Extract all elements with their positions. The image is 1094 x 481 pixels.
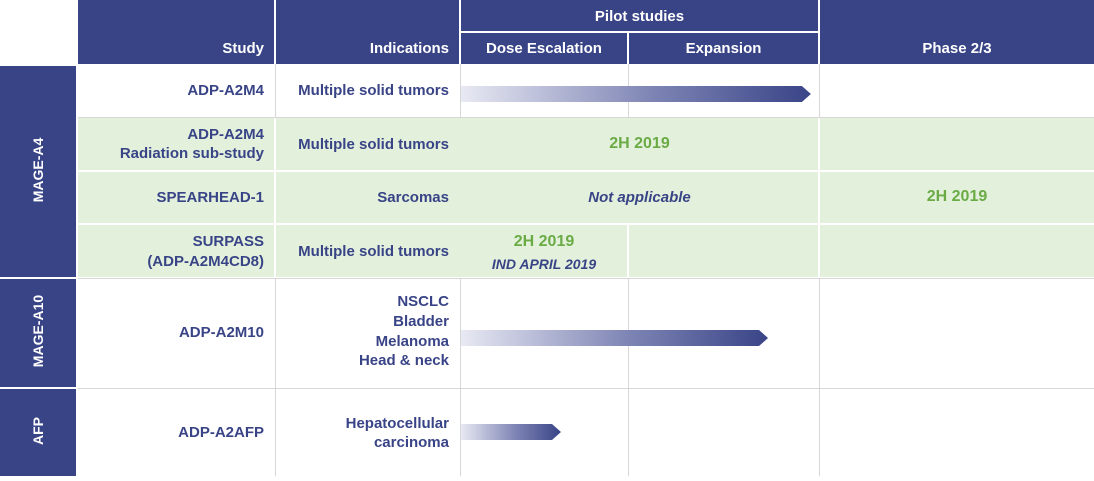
study-name: SPEARHEAD-1	[156, 189, 264, 206]
indication: Hepatocellular	[345, 415, 449, 432]
progress-arrow	[461, 86, 811, 102]
grid-line	[628, 279, 629, 476]
progress-arrow	[461, 424, 561, 440]
group-label-mage-a4: MAGE-A4	[30, 137, 46, 203]
header-phase-2-3: Phase 2/3	[922, 40, 992, 57]
indication: Melanoma	[375, 333, 449, 350]
pilot-status: Not applicable	[588, 189, 691, 206]
grid-line	[275, 64, 276, 118]
indication: Multiple solid tumors	[298, 136, 449, 153]
group-label-mage-a10: MAGE-A10	[30, 294, 46, 368]
grid-line	[819, 279, 820, 476]
row-divider	[627, 225, 629, 277]
group-mage-a10: MAGE-A10	[0, 279, 76, 387]
header-study: Study	[222, 40, 264, 57]
header-expansion: Expansion	[685, 40, 762, 57]
study-name: ADP-A2AFP	[178, 424, 264, 441]
dose-note: IND APRIL 2019	[491, 256, 597, 272]
indication: Sarcomas	[377, 189, 449, 206]
study-name: ADP-A2M4	[187, 82, 264, 99]
indication: carcinoma	[373, 434, 449, 451]
study-name: ADP-A2M10	[178, 324, 264, 341]
grid-line	[460, 279, 461, 476]
group-label-afp: AFP	[30, 417, 46, 445]
pilot-status: 2H 2019	[609, 135, 670, 152]
grid-line	[628, 64, 629, 118]
grid-line	[78, 388, 1094, 389]
dose-status: 2H 2019	[513, 233, 575, 250]
grid-line	[460, 64, 461, 118]
indication: Multiple solid tumors	[298, 243, 449, 260]
progress-arrow	[461, 330, 769, 346]
row-separator	[78, 223, 1094, 225]
grid-line	[78, 117, 1094, 118]
grid-line	[819, 64, 820, 118]
indication: Bladder	[393, 313, 449, 330]
indication: Head & neck	[358, 352, 449, 369]
header-indications: Indications	[369, 40, 449, 57]
header-divider	[627, 33, 629, 64]
row-background-green	[78, 118, 1094, 277]
group-mage-a4: MAGE-A4	[0, 66, 76, 277]
study-name-sub: (ADP-A2M4CD8)	[147, 253, 264, 270]
row-divider	[274, 118, 276, 277]
row-divider	[818, 118, 820, 277]
grid-line	[275, 279, 276, 476]
header-pilot-studies: Pilot studies	[594, 8, 685, 25]
indication: NSCLC	[397, 293, 449, 310]
row-separator	[78, 170, 1094, 172]
study-name-sub: Radiation sub-study	[119, 145, 264, 162]
study-name: ADP-A2M4	[187, 126, 264, 143]
header-divider	[274, 0, 276, 64]
header-divider	[459, 31, 819, 33]
header-dose-escalation: Dose Escalation	[486, 40, 602, 57]
indication: Multiple solid tumors	[298, 82, 449, 99]
group-afp: AFP	[0, 389, 76, 476]
study-name: SURPASS	[192, 233, 264, 250]
grid-line	[78, 278, 1094, 279]
phase-status: 2H 2019	[926, 188, 988, 205]
header-divider	[818, 0, 820, 64]
